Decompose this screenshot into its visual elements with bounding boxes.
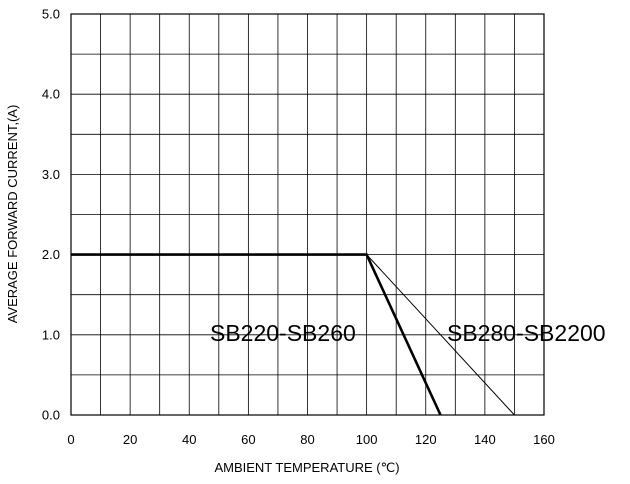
x-tick-label: 160 <box>533 432 555 447</box>
x-tick-label: 60 <box>241 432 255 447</box>
x-tick-label: 0 <box>67 432 74 447</box>
grid <box>71 14 544 415</box>
y-tick-label: 1.0 <box>42 327 60 342</box>
x-tick-labels: 0 20 40 60 80 100 120 140 160 <box>67 432 554 447</box>
x-tick-label: 100 <box>356 432 378 447</box>
series-label-2: SB280-SB2200 <box>447 320 606 346</box>
x-tick-label: 140 <box>474 432 496 447</box>
series-label-1: SB220-SB260 <box>210 320 356 346</box>
x-tick-label: 120 <box>415 432 437 447</box>
y-tick-label: 2.0 <box>42 247 60 262</box>
y-axis-title: AVERAGE FORWARD CURRENT,(A) <box>5 105 20 324</box>
y-tick-label: 3.0 <box>42 167 60 182</box>
x-tick-label: 80 <box>300 432 314 447</box>
y-tick-label: 5.0 <box>42 7 60 22</box>
x-tick-label: 40 <box>182 432 196 447</box>
y-tick-label: 4.0 <box>42 87 60 102</box>
x-tick-label: 20 <box>123 432 137 447</box>
y-tick-label: 0.0 <box>42 408 60 423</box>
x-axis-title: AMBIENT TEMPERATURE (℃) <box>214 460 399 475</box>
y-tick-labels: 0.0 1.0 2.0 3.0 4.0 5.0 <box>42 7 60 423</box>
